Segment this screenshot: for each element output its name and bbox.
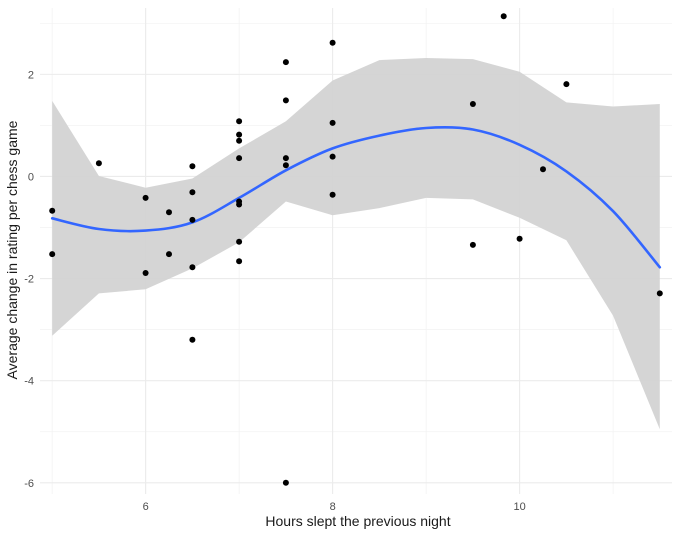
data-points [49, 13, 663, 486]
confidence-band [52, 58, 660, 430]
data-point [656, 290, 663, 297]
y-tick-label: 2 [28, 69, 34, 81]
x-tick-label: 8 [330, 501, 336, 513]
smooth-line [50, 125, 662, 269]
y-axis-title: Average change in rating per chess game [4, 120, 20, 379]
y-tick-label: -4 [24, 376, 34, 388]
x-axis-title: Hours slept the previous night [265, 513, 450, 529]
data-point [329, 119, 336, 126]
data-point [282, 97, 289, 104]
data-point [236, 238, 243, 245]
data-point [329, 39, 336, 46]
data-point [329, 153, 336, 160]
data-point [189, 264, 196, 271]
data-point [236, 137, 243, 144]
data-point [282, 59, 289, 66]
data-point [189, 216, 196, 223]
data-point [189, 189, 196, 196]
x-axis-ticks: 6 8 10 [143, 501, 526, 513]
y-axis-ticks: 2 0 -2 -4 -6 [24, 69, 34, 489]
data-point [329, 191, 336, 198]
data-point [540, 166, 546, 173]
data-point [49, 207, 56, 214]
y-tick-label: 0 [28, 171, 34, 183]
y-tick-label: -2 [24, 274, 34, 286]
data-point [236, 258, 243, 265]
x-tick-label: 6 [143, 501, 149, 513]
data-point [282, 162, 289, 169]
data-point [166, 251, 172, 258]
data-point [142, 194, 149, 201]
data-point [166, 209, 172, 216]
data-point [563, 81, 570, 88]
y-tick-label: -6 [24, 478, 34, 490]
x-tick-label: 10 [513, 501, 525, 513]
data-point [236, 155, 243, 162]
data-point [189, 163, 196, 170]
confidence-band-layer [52, 58, 660, 430]
data-point [282, 479, 289, 486]
data-point [500, 13, 507, 20]
data-point [282, 155, 289, 162]
data-point [236, 131, 243, 138]
data-point [189, 336, 196, 343]
data-point [469, 101, 476, 107]
data-point [469, 241, 476, 248]
data-point [236, 201, 243, 208]
smooth-line-layer [50, 125, 662, 269]
data-point [142, 270, 149, 276]
data-point [49, 251, 56, 258]
data-point [95, 160, 102, 167]
data-point [236, 118, 243, 125]
data-point [516, 235, 523, 242]
